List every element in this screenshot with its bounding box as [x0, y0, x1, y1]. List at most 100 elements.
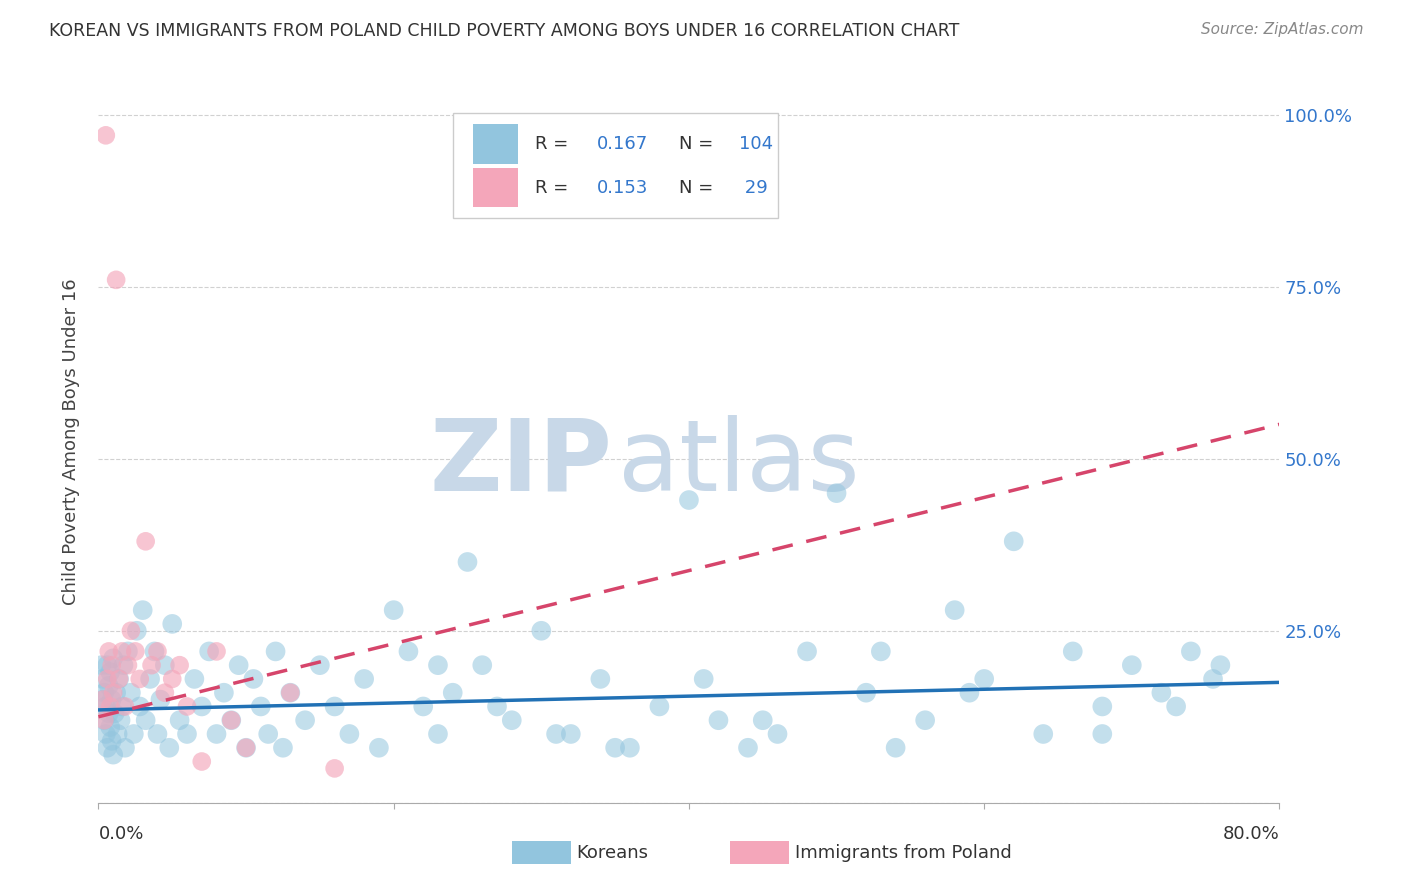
Koreans [855, 686, 877, 700]
Koreans [693, 672, 716, 686]
Koreans [128, 699, 150, 714]
Koreans [486, 699, 509, 714]
Koreans [96, 658, 118, 673]
Koreans [605, 740, 627, 755]
Koreans [825, 486, 848, 500]
Immigrants from Poland [191, 755, 214, 769]
Koreans [104, 706, 127, 721]
Koreans [125, 624, 148, 638]
Immigrants from Poland [124, 644, 146, 658]
Y-axis label: Child Poverty Among Boys Under 16: Child Poverty Among Boys Under 16 [62, 278, 80, 605]
Koreans [103, 747, 125, 762]
Immigrants from Poland [91, 692, 114, 706]
Koreans [114, 740, 136, 755]
Koreans [176, 727, 198, 741]
Koreans [191, 699, 214, 714]
Koreans [139, 672, 162, 686]
Koreans [90, 658, 112, 673]
Koreans [94, 727, 117, 741]
Koreans [112, 658, 135, 673]
Koreans [105, 686, 128, 700]
Immigrants from Poland [105, 273, 128, 287]
Text: R =: R = [536, 135, 575, 153]
Koreans [457, 555, 479, 569]
Koreans [959, 686, 981, 700]
Text: 80.0%: 80.0% [1223, 825, 1279, 843]
Koreans [884, 740, 907, 755]
Koreans [96, 740, 118, 755]
Koreans [560, 727, 582, 741]
Koreans [678, 493, 700, 508]
Immigrants from Poland [235, 740, 257, 755]
Koreans [294, 713, 316, 727]
Text: N =: N = [679, 178, 720, 196]
Immigrants from Poland [120, 624, 142, 638]
Koreans [382, 603, 405, 617]
Koreans [149, 692, 172, 706]
Koreans [412, 699, 434, 714]
Koreans [212, 686, 235, 700]
Immigrants from Poland [141, 658, 163, 673]
Immigrants from Poland [96, 672, 118, 686]
Koreans [530, 624, 553, 638]
Koreans [93, 713, 115, 727]
Koreans [796, 644, 818, 658]
Text: atlas: atlas [619, 415, 859, 512]
Koreans [122, 727, 145, 741]
Koreans [271, 740, 294, 755]
Immigrants from Poland [128, 672, 150, 686]
Text: 29: 29 [738, 178, 768, 196]
Koreans [471, 658, 494, 673]
Koreans [98, 665, 121, 679]
Immigrants from Poland [98, 699, 121, 714]
Koreans [619, 740, 641, 755]
Koreans [309, 658, 332, 673]
Koreans [153, 658, 176, 673]
Koreans [94, 699, 117, 714]
Koreans [264, 644, 287, 658]
Koreans [111, 699, 134, 714]
Koreans [1091, 699, 1114, 714]
Immigrants from Poland [205, 644, 228, 658]
Immigrants from Poland [221, 713, 243, 727]
Text: ZIP: ZIP [429, 415, 612, 512]
Text: 0.167: 0.167 [596, 135, 648, 153]
Koreans [1166, 699, 1188, 714]
Koreans [323, 699, 346, 714]
Koreans [135, 713, 157, 727]
Text: KOREAN VS IMMIGRANTS FROM POLAND CHILD POVERTY AMONG BOYS UNDER 16 CORRELATION C: KOREAN VS IMMIGRANTS FROM POLAND CHILD P… [49, 22, 959, 40]
Koreans [1121, 658, 1143, 673]
Koreans [257, 727, 280, 741]
Koreans [427, 727, 450, 741]
Koreans [1180, 644, 1202, 658]
Koreans [1062, 644, 1084, 658]
Koreans [648, 699, 671, 714]
Koreans [353, 672, 375, 686]
Immigrants from Poland [117, 658, 139, 673]
Immigrants from Poland [146, 644, 169, 658]
Koreans [162, 616, 183, 631]
Koreans [441, 686, 464, 700]
Koreans [97, 706, 120, 721]
Immigrants from Poland [114, 699, 136, 714]
Koreans [737, 740, 759, 755]
Koreans [1150, 686, 1173, 700]
Koreans [1032, 727, 1054, 741]
Koreans [110, 713, 132, 727]
Koreans [943, 603, 966, 617]
Koreans [235, 740, 257, 755]
Koreans [120, 686, 142, 700]
Text: R =: R = [536, 178, 575, 196]
Koreans [100, 692, 122, 706]
Koreans [221, 713, 243, 727]
Immigrants from Poland [323, 761, 346, 775]
Koreans [398, 644, 420, 658]
FancyBboxPatch shape [730, 841, 789, 864]
Koreans [766, 727, 789, 741]
Koreans [91, 672, 114, 686]
Koreans [250, 699, 273, 714]
Text: Koreans: Koreans [576, 845, 648, 863]
Text: Immigrants from Poland: Immigrants from Poland [796, 845, 1012, 863]
Immigrants from Poland [108, 672, 131, 686]
FancyBboxPatch shape [472, 124, 517, 163]
